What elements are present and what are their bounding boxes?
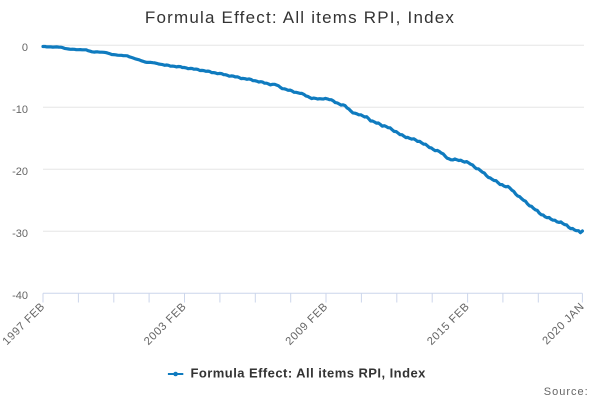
svg-text:-40: -40: [12, 290, 28, 302]
svg-text:Source:: Source:: [544, 386, 589, 398]
svg-text:Formula Effect: All items RPI,: Formula Effect: All items RPI, Index: [191, 366, 427, 381]
svg-text:0: 0: [22, 42, 28, 54]
svg-text:-20: -20: [12, 166, 28, 178]
svg-text:-10: -10: [12, 104, 28, 116]
svg-text:Formula Effect: All items RPI,: Formula Effect: All items RPI, Index: [145, 8, 455, 27]
svg-text:-30: -30: [12, 228, 28, 240]
